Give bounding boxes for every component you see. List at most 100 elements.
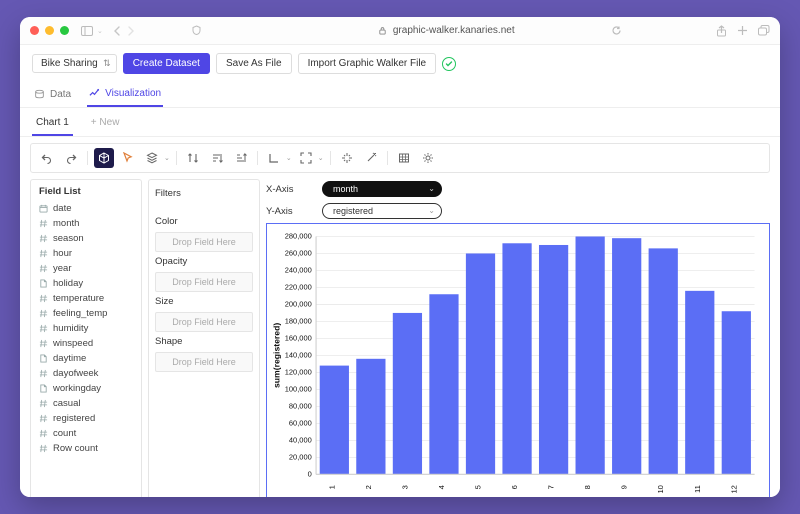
table-icon[interactable]	[394, 148, 414, 168]
svg-text:140,000: 140,000	[285, 351, 312, 360]
enc-shape-label: Shape	[155, 334, 253, 350]
tab-visualization[interactable]: Visualization	[87, 82, 163, 107]
svg-text:11: 11	[693, 485, 702, 493]
field-item[interactable]: date	[37, 201, 135, 216]
redo-icon[interactable]	[61, 148, 81, 168]
field-label: count	[53, 428, 76, 439]
x-axis-pill[interactable]: month ⌄	[322, 181, 442, 197]
sidebar-icon[interactable]	[81, 26, 93, 36]
subtab-chart1[interactable]: Chart 1	[32, 113, 73, 136]
sort-desc-icon[interactable]	[231, 148, 251, 168]
opacity-dropzone[interactable]: Drop Field Here	[155, 272, 253, 292]
field-item[interactable]: temperature	[37, 291, 135, 306]
svg-text:4: 4	[437, 485, 446, 489]
encodings-panel: Filters Color Drop Field Here Opacity Dr…	[148, 179, 260, 497]
field-item[interactable]: season	[37, 231, 135, 246]
tabs-icon[interactable]	[758, 25, 770, 36]
field-item[interactable]: Row count	[37, 441, 135, 456]
expand-icon[interactable]	[296, 148, 316, 168]
enc-size-label: Size	[155, 294, 253, 310]
status-ok-icon	[442, 57, 456, 71]
field-label: humidity	[53, 323, 88, 334]
share-icon[interactable]	[716, 25, 727, 37]
field-item[interactable]: holiday	[37, 276, 135, 291]
y-axis-row: Y-Axis registered ⌄	[266, 201, 770, 223]
tab-data-label: Data	[50, 89, 71, 100]
back-icon[interactable]	[113, 26, 121, 36]
workspace: ⌄ ⌄ ⌄ Field List	[20, 137, 780, 497]
tab-data[interactable]: Data	[32, 82, 73, 107]
field-item[interactable]: humidity	[37, 321, 135, 336]
svg-text:100,000: 100,000	[285, 385, 312, 394]
mark-cube-icon[interactable]	[94, 148, 114, 168]
y-axis-pill[interactable]: registered ⌄	[322, 203, 442, 219]
size-dropzone[interactable]: Drop Field Here	[155, 312, 253, 332]
sparkle-icon[interactable]	[337, 148, 357, 168]
lock-icon	[378, 26, 387, 35]
svg-text:20,000: 20,000	[289, 452, 312, 461]
color-dropzone[interactable]: Drop Field Here	[155, 232, 253, 252]
url-bar[interactable]: graphic-walker.kanaries.net	[378, 25, 515, 36]
create-dataset-button[interactable]: Create Dataset	[123, 53, 210, 74]
axes-icon[interactable]	[264, 148, 284, 168]
gear-icon[interactable]	[418, 148, 438, 168]
undo-icon[interactable]	[37, 148, 57, 168]
import-gw-file-button[interactable]: Import Graphic Walker File	[298, 53, 437, 74]
svg-text:9: 9	[620, 485, 629, 489]
divider-icon	[257, 151, 258, 165]
field-item[interactable]: winspeed	[37, 336, 135, 351]
swap-axes-icon[interactable]	[183, 148, 203, 168]
forward-icon[interactable]	[127, 26, 135, 36]
y-axis-label: Y-Axis	[266, 206, 312, 217]
field-item[interactable]: workingday	[37, 381, 135, 396]
dataset-name: Bike Sharing	[41, 58, 98, 69]
chevron-down-small-icon[interactable]: ⌄	[286, 154, 292, 162]
action-bar: Bike Sharing Create Dataset Save As File…	[20, 45, 780, 82]
bar-chart: 020,00040,00060,00080,000100,000120,0001…	[269, 230, 761, 497]
field-item[interactable]: hour	[37, 246, 135, 261]
field-item[interactable]: registered	[37, 411, 135, 426]
field-label: feeling_temp	[53, 308, 107, 319]
subtab-new[interactable]: + New	[87, 113, 124, 136]
field-item[interactable]: dayofweek	[37, 366, 135, 381]
field-item[interactable]: daytime	[37, 351, 135, 366]
enc-filters-label: Filters	[155, 186, 253, 202]
close-icon[interactable]	[30, 26, 39, 35]
shield-icon[interactable]	[191, 25, 202, 36]
field-item[interactable]: year	[37, 261, 135, 276]
field-item[interactable]: count	[37, 426, 135, 441]
stack-icon[interactable]	[142, 148, 162, 168]
field-item[interactable]: casual	[37, 396, 135, 411]
field-label: date	[53, 203, 72, 214]
divider-icon	[387, 151, 388, 165]
refresh-icon[interactable]	[611, 25, 622, 36]
chevron-down-small-icon[interactable]: ⌄	[318, 154, 324, 162]
field-label: winspeed	[53, 338, 93, 349]
tab-visualization-label: Visualization	[105, 88, 161, 99]
field-item[interactable]: feeling_temp	[37, 306, 135, 321]
svg-text:1: 1	[327, 485, 336, 489]
main-tabs: Data Visualization	[20, 82, 780, 108]
plot-wrap: 020,00040,00060,00080,000100,000120,0001…	[266, 223, 770, 497]
svg-text:160,000: 160,000	[285, 334, 312, 343]
svg-text:6: 6	[510, 485, 519, 489]
sort-asc-icon[interactable]	[207, 148, 227, 168]
field-label: month	[53, 218, 79, 229]
hash-icon	[39, 294, 48, 303]
magic-wand-icon[interactable]	[361, 148, 381, 168]
chevron-down-icon: ⌄	[428, 206, 435, 215]
plus-icon[interactable]	[737, 25, 748, 36]
cursor-icon[interactable]	[118, 148, 138, 168]
hash-icon	[39, 339, 48, 348]
field-item[interactable]: month	[37, 216, 135, 231]
hash-icon	[39, 234, 48, 243]
shape-dropzone[interactable]: Drop Field Here	[155, 352, 253, 372]
dataset-selector[interactable]: Bike Sharing	[32, 54, 117, 73]
save-as-file-button[interactable]: Save As File	[216, 53, 292, 74]
hash-icon	[39, 309, 48, 318]
chevron-down-small-icon[interactable]: ⌄	[164, 154, 170, 162]
svg-text:180,000: 180,000	[285, 317, 312, 326]
minimize-icon[interactable]	[45, 26, 54, 35]
fullscreen-icon[interactable]	[60, 26, 69, 35]
chevron-down-icon[interactable]: ⌄	[97, 27, 103, 35]
